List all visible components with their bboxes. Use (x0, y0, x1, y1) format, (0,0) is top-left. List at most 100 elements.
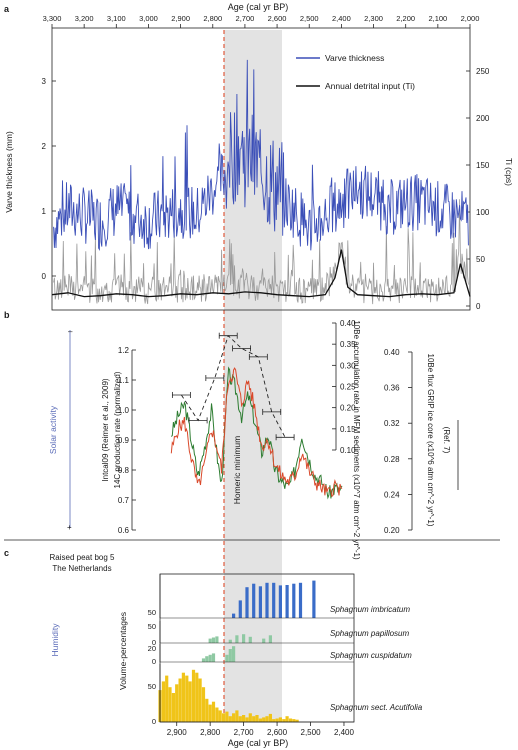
track-tick-label: 50 (148, 682, 156, 691)
b-left-tick-label: 0.7 (118, 496, 130, 505)
panel-c-frame (159, 573, 355, 723)
panel-a-right-ticks: 0 50 100 150 200 250 (466, 67, 490, 311)
panel-c-ylabel: Volume-percentages (118, 612, 128, 690)
hist-bar (171, 693, 175, 722)
site-label-line1: Raised peat bog 5 (50, 553, 115, 562)
panel-a-chart: Varve thickness (mm) Ti (cps) 0 1 2 3 0 50 10… (4, 27, 514, 311)
bottom-tick-label: 2,700 (234, 728, 255, 737)
hist-bar (211, 637, 216, 643)
solar-activity-label: Solar activity (48, 405, 58, 454)
b-right-tick-label: 0.28 (384, 455, 400, 464)
hist-bar (185, 675, 189, 722)
hist-bar (272, 719, 276, 722)
b-left-tick-label: 0.9 (118, 436, 130, 445)
top-tick-label: 2,600 (268, 14, 287, 23)
panel-a-ylabel-left: Varve thickness (mm) (4, 131, 14, 213)
species-label: Sphagnum sect. Acutifolia (330, 703, 423, 712)
hist-bar (245, 587, 249, 618)
b-right-tick-label: 0.36 (384, 384, 400, 393)
top-tick-label: 2,200 (396, 14, 415, 23)
hist-bar (238, 600, 242, 618)
top-axis-title: Age (cal yr BP) (228, 2, 289, 12)
hist-bar (245, 717, 249, 722)
hist-bar (228, 639, 232, 643)
hist-bar (205, 656, 209, 662)
legend-label-varve: Varve thickness (325, 53, 384, 63)
track-tick-label: 50 (148, 608, 156, 617)
panel-b-right-ticks: 0.20 0.24 0.28 0.32 0.36 0.40 (384, 348, 459, 535)
track-tick-label: 0 (152, 717, 156, 726)
top-axis-ticks: 3,300 3,200 3,100 3,000 2,900 2,800 2,700 2,600… (43, 14, 480, 28)
be10-dashed-series (181, 334, 286, 438)
panel-b-left-ticks: 0.6 0.7 0.8 0.9 1.0 1.1 1.2 (118, 346, 136, 535)
b-right-tick-label: 0.40 (384, 348, 400, 357)
hist-bar (285, 716, 289, 722)
b-mid-tick-label: 0.25 (340, 383, 356, 392)
hist-bar (188, 681, 192, 722)
panel-b-ylabel-left-1: Intcal09 (Reimer et al., 2009) (101, 378, 110, 481)
top-tick-label: 3,300 (43, 14, 62, 23)
hist-bar (165, 675, 169, 722)
hist-bar (248, 713, 252, 722)
hist-bar (262, 638, 266, 643)
a-left-tick-label: 1 (42, 207, 47, 216)
top-tick-label: 3,100 (107, 14, 126, 23)
track-tick-label: 0 (152, 638, 156, 647)
hist-bar (295, 719, 299, 722)
species-label: Sphagnum papillosum (330, 629, 409, 638)
panel-b-ylabel-mid: 10Be accumulation rate in MFM sediments … (352, 320, 361, 560)
hist-bar (258, 718, 262, 722)
bottom-tick-label: 2,600 (267, 728, 288, 737)
track-tick-label: 0 (152, 657, 156, 666)
hist-bar (288, 718, 293, 722)
humidity-label: Humidity (50, 623, 60, 657)
hist-bar (258, 586, 262, 618)
hist-bar (235, 710, 239, 722)
top-tick-label: 2,100 (428, 14, 447, 23)
a-left-tick-label: 3 (42, 77, 47, 86)
hist-bar (175, 684, 179, 722)
hist-bar (285, 585, 289, 618)
b-mid-tick-label: 0.35 (340, 340, 356, 349)
bottom-tick-label: 2,400 (334, 728, 355, 737)
hist-bar (232, 646, 236, 662)
track-tick-label: 50 (148, 622, 156, 631)
panel-b-mid-ticks: 0.10 0.15 0.20 0.25 0.30 0.35 0.40 (332, 319, 356, 455)
hist-bar (252, 716, 256, 722)
a-right-tick-label: 50 (476, 255, 485, 264)
a-right-tick-label: 100 (476, 208, 490, 217)
hist-bar (161, 681, 165, 722)
top-tick-label: 2,400 (332, 14, 351, 23)
panel-c-chart: Raised peat bog 5 The Netherlands Volume… (50, 553, 423, 748)
track-tick-label: 20 (148, 644, 156, 653)
hist-bar (255, 715, 259, 722)
b-right-tick-label: 0.24 (384, 490, 400, 499)
top-tick-label: 2,800 (203, 14, 222, 23)
top-tick-label: 2,500 (300, 14, 319, 23)
b-left-tick-label: 0.6 (118, 526, 130, 535)
species-label: Sphagnum cuspidatum (330, 651, 412, 660)
be10-error-bars (171, 332, 295, 441)
b-mid-tick-label: 0.10 (340, 446, 356, 455)
panel-label-b: b (4, 310, 10, 320)
hist-bar (201, 687, 206, 722)
hist-bar (232, 713, 236, 722)
hist-bar (242, 634, 246, 643)
hist-bar (252, 583, 256, 618)
hist-bar (282, 719, 286, 722)
panel-b-ylabel-right: 10Be flux GRIP ice core (x10^6 atm cm^-2… (426, 354, 435, 527)
hist-bar (265, 582, 269, 618)
hist-bar (201, 658, 206, 662)
panel-a-frame (51, 27, 471, 311)
hist-bar (268, 713, 272, 722)
hist-bar (208, 638, 212, 643)
bottom-axis-ticks: 2,900 2,800 2,700 2,600 2,500 2,400 (167, 722, 355, 737)
top-tick-label: 3,000 (139, 14, 158, 23)
panel-label-c: c (4, 548, 9, 558)
hist-bar (238, 716, 242, 722)
hist-bar (215, 636, 219, 643)
top-tick-label: 2,000 (461, 14, 480, 23)
hist-bar (235, 635, 239, 643)
b-left-tick-label: 1.2 (118, 346, 130, 355)
hist-bar (278, 585, 282, 618)
